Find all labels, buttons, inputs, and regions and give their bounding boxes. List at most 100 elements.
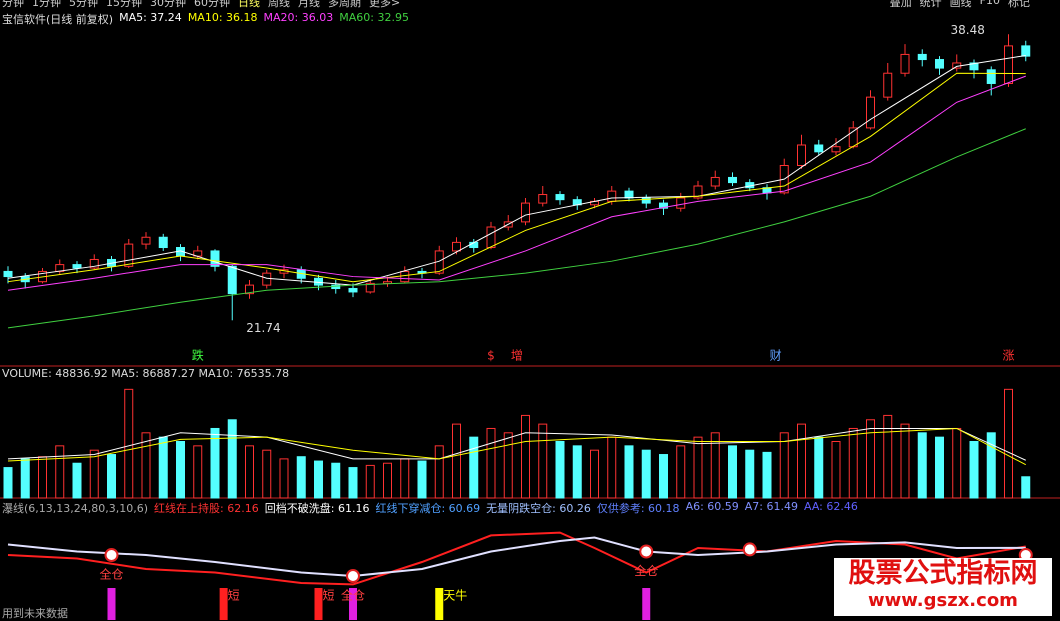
candle-body — [486, 226, 496, 249]
candle-body — [227, 265, 237, 295]
signal-bar — [314, 588, 323, 620]
volume-bar — [1004, 388, 1013, 499]
tab[interactable]: 月线 — [298, 0, 320, 9]
toolbar: 分钟 1分钟 5分钟 15分钟 30分钟 60分钟 日线 周线 月线 多周期 更多> — [2, 0, 400, 10]
signal-bar — [435, 588, 444, 620]
tool[interactable]: 画线 — [949, 0, 972, 9]
line — [7, 427, 1026, 461]
volume-bar — [486, 427, 496, 499]
tab[interactable]: 30分钟 — [150, 0, 186, 9]
volume-bar — [296, 456, 306, 499]
price-annotation: 38.48 — [951, 23, 985, 37]
signal-label: 短 — [228, 589, 240, 603]
candle-body — [969, 62, 979, 71]
candle-body — [710, 176, 720, 187]
watermark: 股票公式指标网 www.gszx.com — [834, 558, 1052, 616]
candle-body — [1021, 45, 1031, 57]
candle-body — [728, 176, 737, 184]
volume-bar — [590, 449, 599, 499]
title: 瀑线(6,13,13,24,80,3,10,6) — [2, 502, 149, 515]
candle-body — [866, 96, 875, 129]
candle-body — [400, 270, 410, 283]
volume-bar — [900, 423, 910, 499]
signal-label: 短 — [323, 589, 335, 603]
legend-entry: A6: 60.59 — [685, 500, 739, 513]
volume-bar — [383, 462, 392, 499]
candle-body — [814, 144, 824, 153]
legend-entry: MA5: 37.24 — [119, 11, 182, 24]
signal-bar — [349, 588, 357, 620]
tool[interactable]: 叠加 — [889, 0, 912, 9]
candle-body — [262, 272, 272, 286]
price-header: 宝信软件(日线 前复权) MA5: 37.24 MA10: 36.18 MA20: 3… — [2, 11, 409, 27]
tab[interactable]: 5分钟 — [69, 0, 98, 9]
volume-bar — [279, 458, 289, 499]
volume-header: VOLUME: 48836.92 MA5: 86887.27 MA10: 765… — [2, 367, 289, 380]
indicator-header: 瀑线(6,13,13,24,80,3,10,6) 红线在上持股: 62.16 回档不… — [2, 500, 858, 516]
volume-bar — [538, 423, 548, 499]
volume-bar — [38, 456, 47, 499]
volume-bar — [952, 427, 962, 499]
volume-bar — [935, 436, 944, 499]
legend-entry: MA20: 36.03 — [263, 11, 334, 24]
event-marker: 涨 — [1002, 348, 1014, 363]
candle-body — [986, 69, 996, 84]
candle-body — [521, 202, 530, 223]
legend-entry: 无量阴跌空仓: 60.26 — [486, 502, 591, 515]
signal-bar — [107, 588, 116, 620]
tool[interactable]: F10 — [979, 0, 1000, 7]
volume-bar — [469, 436, 479, 499]
candle-body — [641, 197, 651, 204]
tab[interactable]: 日线 — [238, 0, 260, 9]
volume-bar — [20, 458, 30, 499]
volume-bar — [572, 445, 582, 499]
volume-bar — [314, 460, 323, 499]
event-marker: 跌 — [192, 348, 204, 363]
tab[interactable]: 更多> — [369, 0, 401, 9]
tab[interactable]: 多周期 — [328, 0, 361, 9]
volume-bar — [1021, 476, 1031, 499]
volume-bar — [866, 419, 875, 499]
candle-body — [935, 59, 944, 69]
volume-bar — [659, 454, 668, 499]
signal-bar — [219, 588, 228, 620]
tab[interactable]: 60分钟 — [194, 0, 230, 9]
legend-entry: 红线在上持股: 62.16 — [154, 502, 259, 515]
candle-body — [452, 241, 461, 252]
volume-bar — [676, 445, 686, 499]
signal-dot — [639, 544, 654, 559]
tab[interactable]: 15分钟 — [106, 0, 142, 9]
legend-entry: A7: 61.49 — [744, 500, 798, 513]
event-marker: $ — [487, 349, 495, 363]
volume-bar — [400, 458, 410, 499]
volume-bar — [969, 441, 979, 499]
candle-body — [676, 197, 686, 209]
signal-label: 天牛 — [443, 588, 467, 603]
tab[interactable]: 1分钟 — [32, 0, 61, 9]
candle-body — [124, 243, 134, 267]
tool[interactable]: 统计 — [919, 0, 942, 9]
legend-entry: MA60: 32.95 — [339, 11, 409, 24]
line — [7, 75, 1026, 291]
candle-body — [365, 282, 375, 293]
candle-body — [245, 284, 254, 295]
volume-bar — [555, 441, 565, 499]
tool[interactable]: 标记 — [1008, 0, 1030, 9]
volume-bar — [917, 432, 927, 499]
volume-bar — [797, 423, 806, 499]
candle-body — [883, 72, 893, 98]
candle-body — [3, 270, 13, 278]
candle-body — [900, 53, 910, 74]
tab[interactable]: 周线 — [268, 0, 290, 9]
volume-bar — [693, 436, 703, 499]
volume-bar — [745, 449, 755, 499]
volume-bar — [814, 436, 824, 499]
volume-bar — [641, 449, 651, 499]
volume-bar — [348, 467, 358, 499]
candle-body — [348, 288, 358, 293]
line — [7, 536, 1026, 578]
tab[interactable]: 分钟 — [2, 0, 24, 9]
legend-entry: AA: 62.46 — [804, 500, 858, 513]
